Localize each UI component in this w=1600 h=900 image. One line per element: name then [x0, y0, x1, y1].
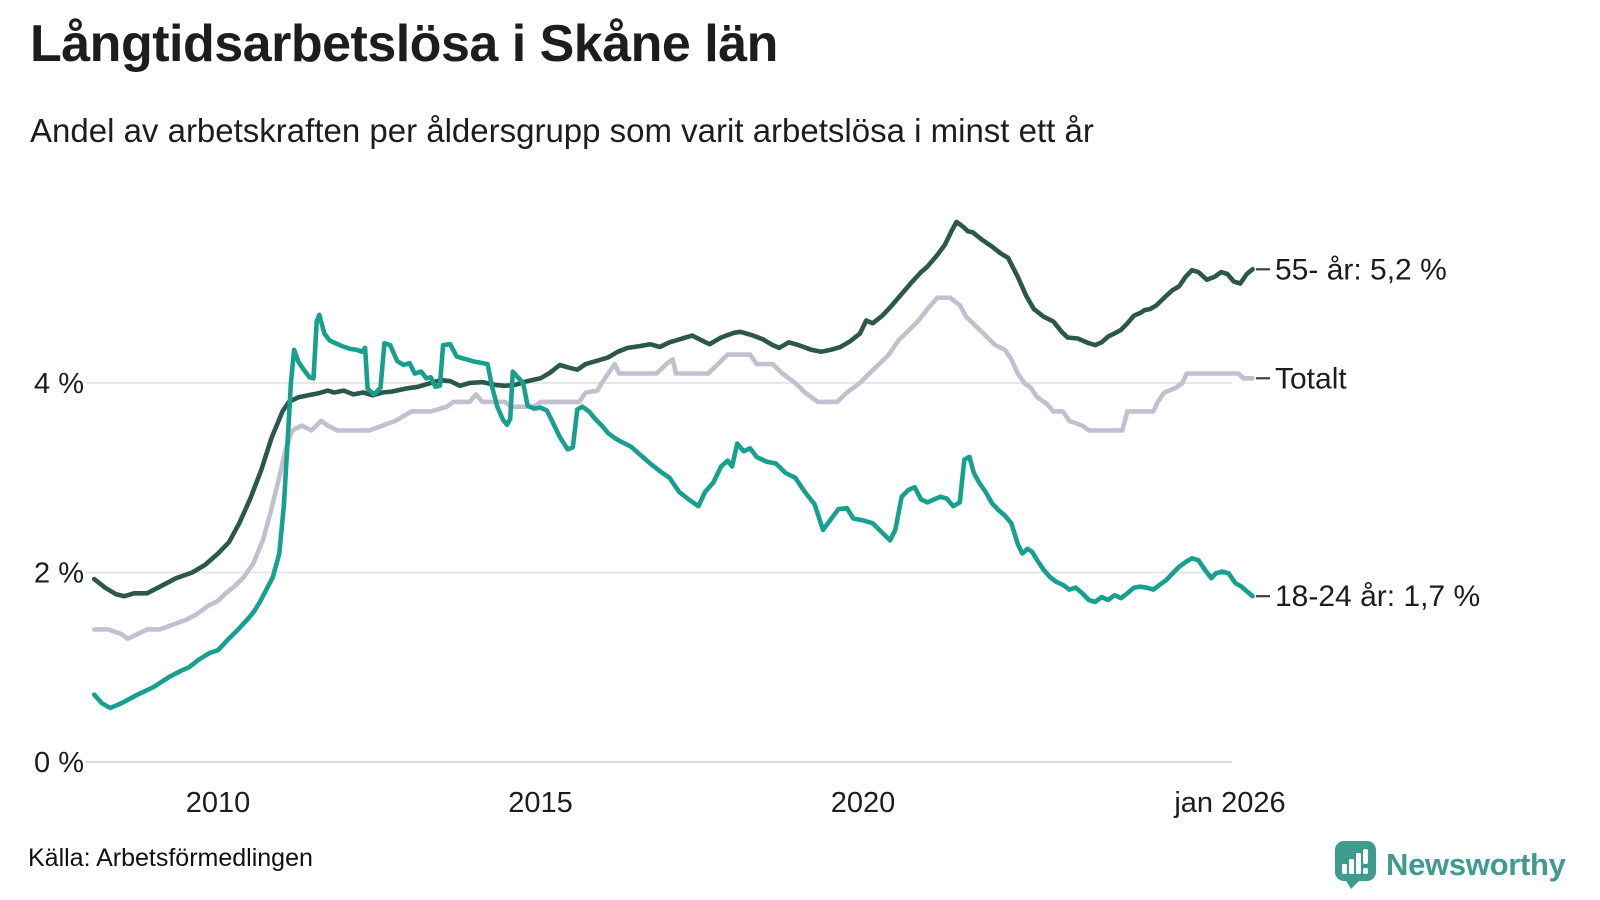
series-line-18-24 år	[91, 312, 1255, 711]
series-line-55- år	[91, 219, 1255, 599]
series-label-55-ar: 55- år: 5,2 %	[1275, 253, 1447, 286]
series-end-labels: Totalt 55- år: 5,2 % 18-24 år: 1,7 %	[1256, 253, 1480, 613]
page-subtitle: Andel av arbetskraften per åldersgrupp s…	[30, 112, 1094, 149]
series-lines	[91, 219, 1255, 711]
newsworthy-wordmark: Newsworthy	[1386, 847, 1566, 882]
x-tick-label: 2015	[508, 787, 573, 819]
gridlines	[86, 382, 1232, 763]
series-label-18-24-ar: 18-24 år: 1,7 %	[1275, 580, 1480, 613]
y-tick-label: 4 %	[34, 368, 84, 400]
y-tick-label: 2 %	[34, 558, 84, 590]
x-tick-label: 2010	[186, 787, 251, 819]
y-axis-tick-labels: 0 % 2 % 4 %	[34, 368, 84, 779]
source-note: Källa: Arbetsförmedlingen	[28, 844, 313, 872]
series-line-Totalt	[91, 295, 1255, 642]
x-axis-tick-labels: 2010 2015 2020 jan 2026	[186, 787, 1286, 819]
newsworthy-speech-bubble-bar-chart-icon	[1335, 841, 1376, 889]
page-title: Långtidsarbetslösa i Skåne län	[30, 15, 778, 73]
series-label-totalt: Totalt	[1275, 362, 1347, 395]
newsworthy-logo: Newsworthy	[1334, 840, 1566, 890]
x-tick-label: jan 2026	[1173, 787, 1285, 819]
x-tick-label: 2020	[831, 787, 896, 819]
y-tick-label: 0 %	[34, 747, 84, 779]
